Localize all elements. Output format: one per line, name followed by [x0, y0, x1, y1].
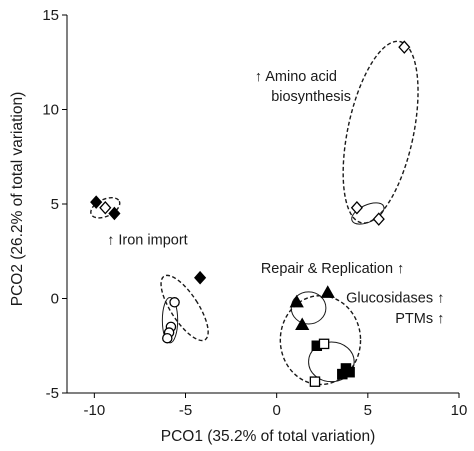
annotation-label: biosynthesis — [271, 89, 351, 105]
point-triangle — [320, 285, 335, 298]
group-ellipse-solid — [351, 202, 385, 225]
group-ellipse-dashed — [342, 40, 419, 224]
group-ellipse-solid — [290, 291, 327, 325]
x-tick-label: 5 — [364, 402, 372, 419]
y-tick-label: 5 — [51, 196, 59, 213]
point-square-open — [309, 376, 321, 387]
point-diamond-open — [398, 40, 411, 54]
y-tick-label: 10 — [42, 102, 59, 119]
point-triangle — [289, 294, 304, 308]
x-tick-label: 0 — [273, 402, 281, 419]
x-tick-label: -10 — [84, 402, 106, 419]
annotation-label: ↑ Iron import — [107, 233, 188, 249]
annotation-label: PTMs ↑ — [395, 311, 444, 327]
group-ellipse-solid — [161, 297, 179, 344]
x-tick-label: 10 — [451, 402, 468, 419]
point-square — [337, 368, 348, 380]
axes: -10 -5 0 5 10 -5 0 5 10 15 — [42, 7, 467, 419]
point-square-open — [318, 338, 330, 350]
group-ellipse-solid — [308, 341, 355, 383]
point-layer — [90, 40, 411, 387]
y-tick-label: -5 — [46, 385, 59, 402]
y-axis-title: PCO2 (26.2% of total variation) — [9, 92, 26, 307]
point-diamond-open — [350, 201, 363, 215]
point-diamond-open — [99, 201, 112, 215]
y-tick-label: 15 — [42, 7, 59, 24]
point-triangle — [295, 317, 310, 331]
x-tick-label: -5 — [179, 402, 192, 419]
point-diamond — [108, 206, 121, 221]
point-circle-open — [162, 332, 173, 344]
annotation-label: ↑ Amino acid — [255, 69, 337, 85]
group-ellipse-dashed — [160, 274, 209, 342]
point-diamond-open — [372, 212, 385, 226]
annotation-label: Repair & Replication ↑ — [261, 261, 404, 277]
ellipse-layer — [90, 40, 419, 386]
point-circle-open — [169, 297, 180, 308]
annotation-label: Glucosidases ↑ — [346, 290, 444, 306]
point-diamond — [90, 195, 103, 209]
annotation-layer: ↑ Amino acid biosynthesis ↑ Iron import Rep… — [107, 69, 444, 327]
point-diamond — [194, 270, 207, 285]
x-axis-title: PCO1 (35.2% of total variation) — [161, 428, 376, 445]
y-tick-label: 0 — [51, 291, 59, 308]
